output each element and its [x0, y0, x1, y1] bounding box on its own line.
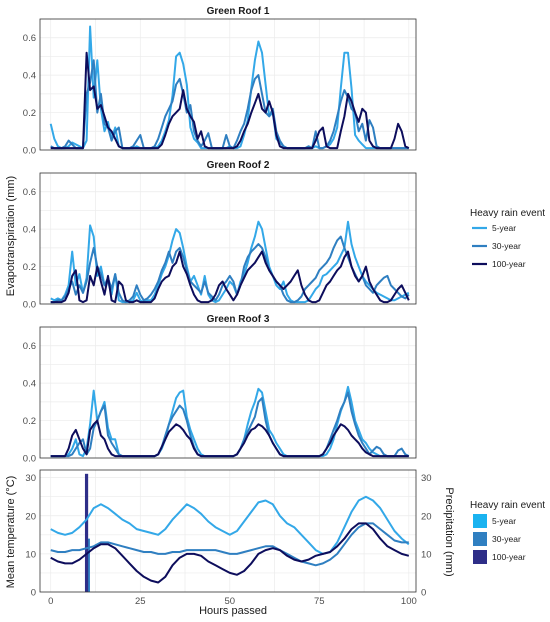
- y-tick-label: 0.4: [23, 225, 36, 236]
- x-tick-label: 25: [135, 596, 146, 607]
- y2-tick-label: 30: [421, 473, 432, 484]
- legend-label-5-year: 5-year: [492, 516, 516, 526]
- x-tick-label: 75: [314, 596, 325, 607]
- series-line-100-year: [50, 250, 410, 304]
- panel-4: 0 10 20 30 0 10 20 30 0 25 50 75 100: [25, 469, 432, 607]
- y-tick-label: 0.2: [23, 262, 36, 273]
- x-axis-label: Hours passed: [199, 605, 267, 617]
- y2-tick-label: 10: [421, 549, 432, 560]
- y-tick-label: 0.6: [23, 341, 36, 352]
- series-line-30-year: [50, 59, 409, 150]
- series-line-100-year: [50, 51, 410, 150]
- y-tick-label: 0.6: [23, 187, 36, 198]
- panel-title-green-roof-2: Green Roof 2: [207, 160, 270, 171]
- panel-title-green-roof-3: Green Roof 3: [207, 314, 270, 325]
- legend-precipitation: Heavy rain event 5-year 30-year 100-year: [470, 500, 545, 564]
- panel-border: [39, 172, 417, 305]
- y-tick-label: 0.2: [23, 416, 36, 427]
- y-tick-label: 0.4: [23, 71, 36, 82]
- y-tick-label: 30: [25, 473, 36, 484]
- legend-swatch-100-year: [473, 550, 487, 564]
- y2-tick-label: 0: [421, 588, 426, 599]
- y-tick-label: 0.0: [23, 146, 36, 157]
- series-line-100-year: [50, 419, 409, 458]
- legend-evapotranspiration: Heavy rain event 5-year 30-year 100-year: [470, 208, 545, 269]
- panel-border: [39, 326, 417, 459]
- precip-bar-100-year: [84, 473, 89, 592]
- y2-axis-label-precipitation: Precipitation (mm): [443, 487, 455, 576]
- legend-label-30-year: 30-year: [492, 241, 521, 251]
- legend-swatch-30-year: [473, 532, 487, 546]
- y-axis-label-evapotranspiration: Evapotranspiration (mm): [5, 176, 17, 296]
- y-axis-label-temperature: Mean temperature (°C): [5, 476, 17, 589]
- precip-bar-30-year: [86, 538, 90, 592]
- legend-title: Heavy rain event: [470, 500, 545, 511]
- panel-2: 0.0 0.2 0.4 0.6: [23, 172, 417, 311]
- legend-swatch-5-year: [473, 514, 487, 528]
- series-line-100-year: [50, 522, 410, 584]
- series-line-5-year: [50, 495, 410, 555]
- y-tick-label: 0: [31, 588, 36, 599]
- series-line-30-year: [50, 522, 409, 567]
- y-tick-label: 0.0: [23, 454, 36, 465]
- x-tick-label: 50: [225, 596, 236, 607]
- y-tick-label: 0.4: [23, 379, 36, 390]
- y-tick-label: 0.6: [23, 33, 36, 44]
- panel-3: 0.0 0.2 0.4 0.6: [23, 326, 417, 465]
- y-tick-label: 0.0: [23, 300, 36, 311]
- x-tick-label: 0: [48, 596, 53, 607]
- legend-label-5-year: 5-year: [492, 223, 516, 233]
- legend-label-100-year: 100-year: [492, 259, 526, 269]
- panel-title-green-roof-1: Green Roof 1: [207, 6, 270, 17]
- panel-border: [39, 18, 417, 151]
- legend-label-30-year: 30-year: [492, 534, 521, 544]
- y2-tick-label: 20: [421, 511, 432, 522]
- y-tick-label: 0.2: [23, 108, 36, 119]
- y-tick-label: 10: [25, 549, 36, 560]
- legend-label-100-year: 100-year: [492, 552, 526, 562]
- x-tick-label: 100: [401, 596, 417, 607]
- panel-1: 0.0 0.2 0.4 0.6: [23, 18, 417, 157]
- legend-title: Heavy rain event: [470, 208, 545, 219]
- y-tick-label: 20: [25, 511, 36, 522]
- panel-border: [39, 469, 417, 593]
